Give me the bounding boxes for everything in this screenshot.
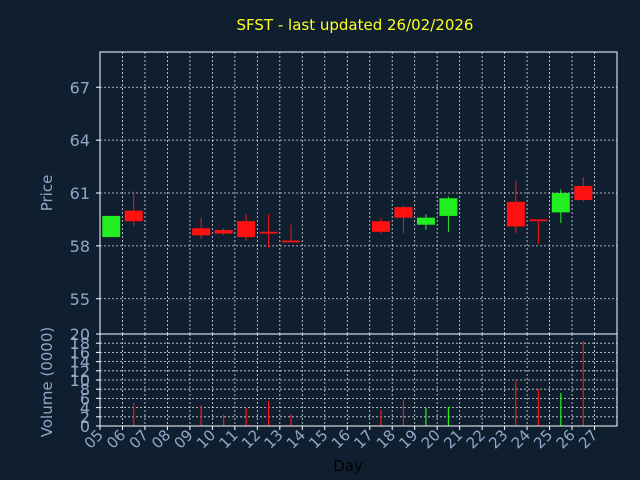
volume-bars [133,340,584,426]
volume-tick-label: 8 [80,380,90,399]
price-tick-label: 58 [70,237,90,256]
candle-25 [551,189,570,223]
x-axis-label: Day [333,457,363,475]
chart-title: SFST - last updated 26/02/2026 [237,16,474,34]
candle-20 [439,196,458,232]
candle-11 [237,214,256,241]
candle-23 [506,180,525,234]
volume-tick-label: 14 [70,353,90,372]
candle-body [439,198,458,216]
candle-body [192,228,211,236]
candle-06 [124,191,143,227]
candle-05 [102,215,121,238]
volume-frame [99,333,618,427]
candle-13 [282,224,301,243]
volume-tick-label: 2 [80,408,90,427]
volume-tick-label: 4 [80,399,90,418]
candles [102,177,593,248]
candle-body [416,217,435,225]
volume-axis-label: Volume (0000) [38,327,56,437]
candle-body [529,219,548,222]
candle-09 [192,217,211,239]
volume-tick-label: 18 [70,334,90,353]
candle-24 [529,219,548,245]
candle-body [102,215,121,238]
price-grid [100,52,617,334]
price-panel: 55 58 61 64 67 Price [38,51,618,335]
candle-12 [259,214,278,248]
volume-tick-label: 20 [70,325,90,344]
volume-tick-label: 6 [80,389,90,408]
price-axis-label: Price [38,175,56,212]
candle-10 [214,228,233,236]
candle-body [371,221,390,232]
candle-body [551,193,570,213]
volume-tick-label: 12 [70,362,90,381]
candle-body [214,230,233,234]
candle-18 [394,205,413,234]
candle-body [124,210,143,222]
candle-17 [371,217,390,234]
candle-body [259,231,278,234]
volume-tick-label: 10 [70,371,90,390]
x-axis-ticks: 0506070809101112131415161718192021222324… [81,426,601,452]
volume-grid [100,334,617,426]
candle-body [394,207,413,218]
candle-body [237,221,256,238]
volume-tick-label: 16 [70,343,90,362]
candle-body [282,240,301,243]
price-y-ticks: 55 58 61 64 67 [70,78,100,309]
price-tick-label: 61 [70,184,90,203]
candle-body [574,185,593,201]
candle-19 [416,214,435,231]
candle-26 [574,177,593,202]
volume-tick-label: 0 [80,417,90,436]
price-tick-label: 67 [70,78,90,97]
price-tick-label: 64 [70,131,90,150]
candle-body [506,201,525,227]
price-tick-label: 55 [70,290,90,309]
